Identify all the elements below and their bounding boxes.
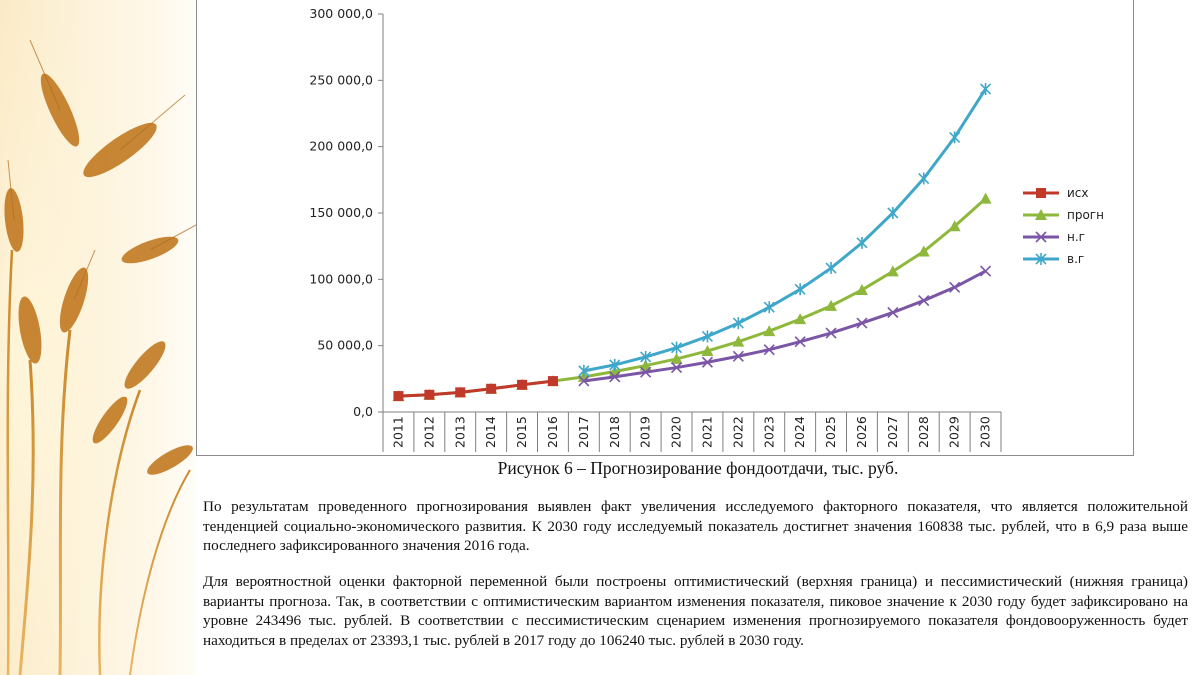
data-point bbox=[979, 192, 992, 204]
data-point bbox=[825, 299, 838, 311]
y-tick-label: 200 000,0 bbox=[309, 139, 373, 154]
data-point bbox=[949, 281, 961, 293]
data-point bbox=[763, 325, 776, 337]
data-point bbox=[732, 317, 744, 330]
legend-marker bbox=[1036, 188, 1046, 198]
data-point bbox=[887, 207, 899, 219]
series-line-2 bbox=[583, 269, 987, 383]
data-point bbox=[949, 131, 961, 144]
legend-label: прогн bbox=[1067, 208, 1104, 222]
data-point bbox=[886, 265, 899, 277]
x-tick-label: 2023 bbox=[761, 416, 776, 448]
legend-marker bbox=[1035, 231, 1047, 243]
data-point bbox=[424, 389, 435, 400]
x-tick-label: 2020 bbox=[669, 416, 684, 448]
y-tick-label: 50 000,0 bbox=[317, 338, 373, 353]
wheat-illustration bbox=[0, 0, 196, 675]
data-point bbox=[948, 220, 961, 232]
data-point bbox=[917, 245, 930, 257]
series-line-0 bbox=[398, 379, 554, 398]
data-point bbox=[701, 344, 714, 356]
y-tick-label: 0,0 bbox=[353, 404, 373, 419]
data-point bbox=[979, 265, 992, 277]
data-point bbox=[763, 344, 775, 356]
series-line-1 bbox=[398, 197, 987, 398]
data-point bbox=[640, 350, 652, 363]
x-tick-label: 2014 bbox=[483, 416, 498, 448]
line-chart: 0,0 50 000,0 100 000,0 150 000,0 200 000,0 25… bbox=[309, 6, 1104, 452]
series-line-3 bbox=[583, 88, 987, 373]
y-tick-label: 100 000,0 bbox=[309, 271, 373, 286]
paragraph-1: По результатам проведенного прогнозирова… bbox=[203, 498, 1188, 555]
data-point bbox=[455, 387, 466, 398]
legend-label: в.г bbox=[1067, 252, 1084, 266]
data-point bbox=[763, 301, 775, 314]
data-point bbox=[918, 172, 930, 185]
data-point bbox=[701, 356, 714, 368]
x-tick-label: 2026 bbox=[854, 416, 869, 448]
data-point bbox=[856, 236, 868, 249]
x-tick-label: 2021 bbox=[699, 416, 714, 448]
x-tick-label: 2013 bbox=[452, 416, 467, 448]
y-tick-label: 300 000,0 bbox=[309, 6, 373, 21]
x-tick-label: 2012 bbox=[421, 416, 436, 448]
x-tick-label: 2018 bbox=[607, 416, 622, 448]
data-point bbox=[918, 294, 930, 307]
x-tick-label: 2028 bbox=[916, 416, 931, 448]
data-point bbox=[393, 391, 404, 402]
data-point bbox=[609, 371, 621, 383]
legend-label: исх bbox=[1067, 186, 1089, 200]
data-point bbox=[670, 341, 683, 354]
data-point bbox=[670, 352, 683, 364]
x-tick-label: 2016 bbox=[545, 416, 560, 448]
data-point bbox=[855, 283, 868, 295]
data-point bbox=[670, 361, 683, 374]
data-point bbox=[639, 359, 652, 371]
paragraph-2: Для вероятностной оценки факторной перем… bbox=[203, 573, 1188, 649]
data-point bbox=[578, 364, 590, 377]
x-tick-label: 2015 bbox=[514, 416, 529, 448]
x-tick-label: 2030 bbox=[978, 416, 993, 448]
data-point bbox=[825, 327, 837, 339]
data-point bbox=[856, 317, 868, 329]
wheat-decoration bbox=[0, 0, 196, 675]
data-point bbox=[732, 350, 744, 362]
x-tick-label: 2022 bbox=[730, 416, 745, 448]
data-point bbox=[517, 379, 528, 390]
data-point bbox=[732, 335, 745, 347]
data-point bbox=[825, 262, 837, 275]
data-point bbox=[578, 375, 590, 387]
data-point bbox=[701, 330, 714, 343]
y-tick-label: 150 000,0 bbox=[309, 205, 373, 220]
legend-marker bbox=[1035, 253, 1047, 265]
x-tick-label: 2019 bbox=[638, 416, 653, 448]
data-point bbox=[794, 283, 806, 296]
x-tick-label: 2017 bbox=[576, 416, 591, 448]
data-point bbox=[640, 366, 652, 378]
legend-label: н.г bbox=[1067, 230, 1085, 244]
data-point bbox=[794, 313, 807, 325]
x-tick-label: 2025 bbox=[823, 416, 838, 448]
data-point bbox=[794, 336, 806, 348]
data-point bbox=[887, 306, 899, 319]
x-tick-label: 2027 bbox=[885, 416, 900, 448]
data-point bbox=[547, 376, 558, 387]
data-point bbox=[609, 358, 621, 371]
figure-caption: Рисунок 6 – Прогнозирование фондоотдачи,… bbox=[497, 458, 899, 478]
x-tick-label: 2029 bbox=[947, 416, 962, 448]
legend-marker bbox=[1035, 209, 1047, 220]
x-tick-label: 2011 bbox=[390, 416, 405, 448]
y-tick-label: 250 000,0 bbox=[309, 72, 373, 87]
data-point bbox=[486, 383, 497, 394]
x-tick-label: 2024 bbox=[792, 416, 807, 448]
data-point bbox=[979, 82, 992, 95]
chart-frame: 0,0 50 000,0 100 000,0 150 000,0 200 000,0 25… bbox=[196, 0, 1134, 456]
